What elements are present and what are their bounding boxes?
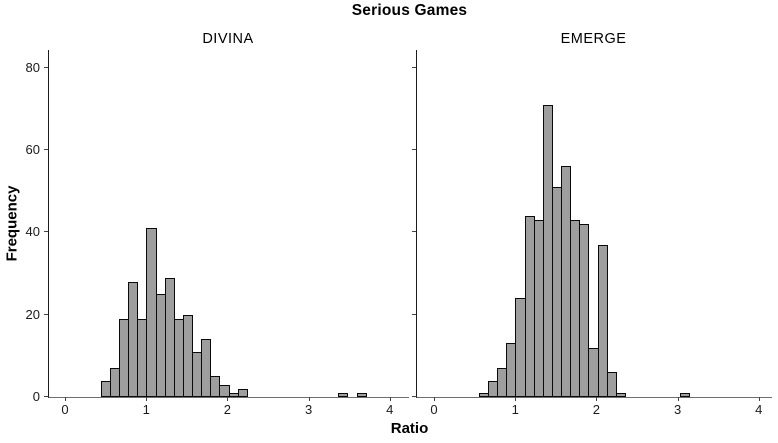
x-axis-tick-label: 3 (304, 402, 313, 417)
histogram-bar (338, 392, 349, 397)
x-axis-tick-label: 3 (673, 402, 682, 417)
x-axis-tick (758, 397, 760, 401)
y-axis-tick-label: 20 (25, 306, 40, 322)
x-axis-tick (434, 397, 435, 401)
x-axis-tick-label: 2 (592, 402, 600, 417)
histogram-bar (201, 339, 212, 397)
y-axis-tick-label: 0 (32, 389, 40, 404)
x-axis-tick (677, 397, 679, 401)
y-axis-tick (44, 148, 48, 150)
y-axis-tick-label: 60 (25, 141, 40, 157)
histogram-bar (237, 388, 248, 397)
panel-title-emerge: EMERGE (560, 31, 627, 47)
x-axis-tick (389, 397, 391, 401)
histogram-bar (679, 392, 690, 397)
y-axis-tick-label: 40 (25, 224, 40, 240)
y-axis-tick (412, 396, 416, 397)
x-axis-tick (227, 397, 229, 401)
y-axis-tick (412, 313, 416, 315)
y-axis-tick (412, 231, 416, 233)
y-axis-tick (412, 148, 416, 150)
x-axis-tick-label: 1 (511, 402, 519, 417)
x-axis-tick (515, 397, 517, 401)
panel-title-divina: DIVINA (202, 31, 254, 47)
histogram-bar (219, 384, 230, 397)
y-axis-tick (44, 313, 48, 315)
y-axis-tick (412, 66, 416, 68)
x-axis-tick-label: 2 (223, 402, 231, 417)
y-axis-tick (44, 66, 48, 68)
y-axis-tick (44, 231, 48, 233)
histogram-bar (597, 244, 608, 397)
histogram-panel-emerge: 0 1 2 3 4 (412, 50, 772, 417)
x-axis-tick-label: 0 (61, 402, 69, 417)
x-axis-tick-label: 4 (755, 402, 763, 417)
x-axis-tick (65, 397, 66, 401)
histogram-bar (579, 224, 590, 397)
y-axis-tick-label: 80 (25, 59, 40, 75)
x-axis-label: Ratio (390, 420, 429, 437)
histogram-bar (606, 372, 617, 397)
x-axis-tick-label: 4 (386, 402, 394, 417)
histogram-bar (615, 392, 626, 397)
x-axis-tick (596, 397, 598, 401)
y-axis-tick (44, 396, 48, 397)
histogram-panel-divina: 0 1 2 3 4 0 20 40 60 80 (26, 50, 409, 417)
x-axis-tick (308, 397, 310, 401)
histogram-bar (356, 392, 367, 397)
x-axis-tick-label: 1 (142, 402, 150, 417)
x-axis-tick-label: 0 (430, 402, 438, 417)
x-axis-tick (146, 397, 148, 401)
chart-title: Serious Games (351, 2, 468, 19)
